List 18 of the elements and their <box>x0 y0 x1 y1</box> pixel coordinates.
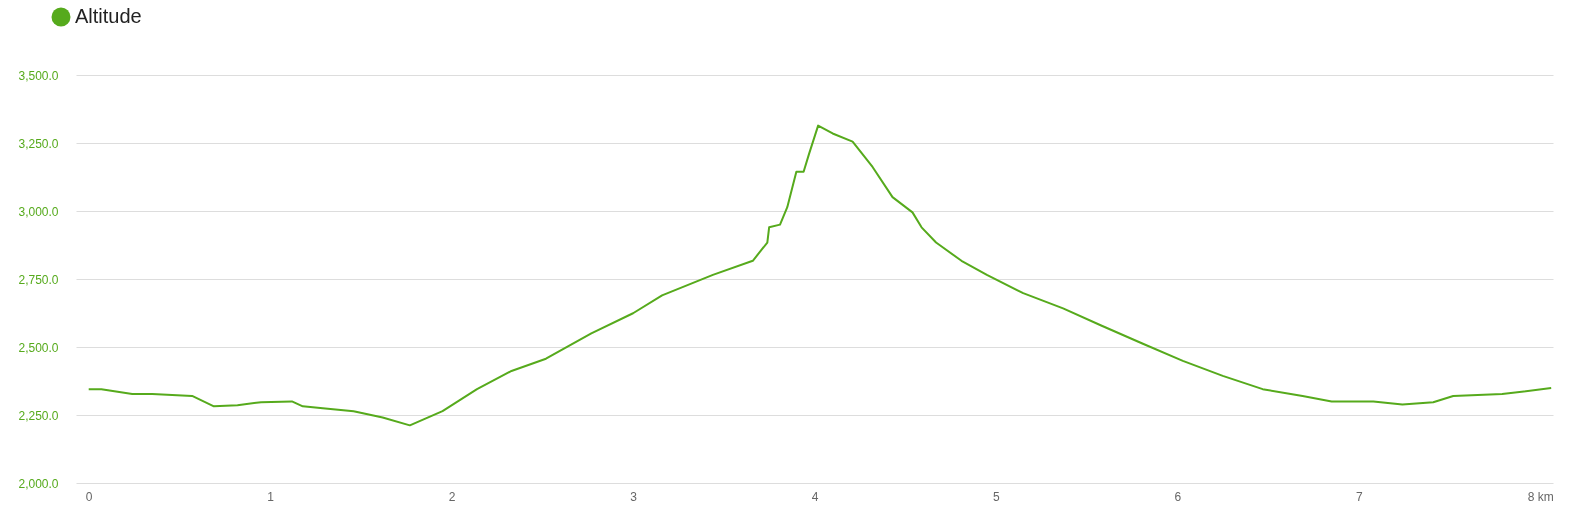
x-tick-label: 4 <box>811 489 819 504</box>
x-tick-label: 2 <box>448 489 456 504</box>
y-tick-label: 2,500.0 <box>18 340 59 355</box>
x-tick-label: 3 <box>630 489 638 504</box>
y-tick-label: 2,000.0 <box>18 476 59 491</box>
line-series <box>87 124 1553 427</box>
y-tick-label: 3,500.0 <box>18 68 59 83</box>
y-tick-label: 2,750.0 <box>18 272 59 287</box>
x-tick-label: 1 <box>267 489 275 504</box>
y-tick-label: 2,250.0 <box>18 408 59 423</box>
legend-label: Altitude <box>75 5 142 27</box>
x-tick-label: 7 <box>1356 489 1364 504</box>
x-tick-label: 6 <box>1174 489 1182 504</box>
y-tick-label: 3,250.0 <box>18 136 59 151</box>
y-tick-label: 3,000.0 <box>18 204 59 219</box>
x-tick-label: 5 <box>993 489 1001 504</box>
x-tick-label: 0 <box>85 489 93 504</box>
x-tick-label: 8 km <box>1527 489 1554 504</box>
